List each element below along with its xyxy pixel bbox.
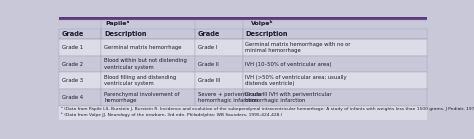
Bar: [243, 89, 427, 106]
Text: Grade 4: Grade 4: [62, 95, 83, 100]
Bar: [243, 72, 427, 89]
Bar: [195, 39, 243, 56]
Text: Grade 1: Grade 1: [62, 45, 83, 50]
Text: Volpeᵇ: Volpeᵇ: [251, 20, 273, 26]
Bar: [59, 56, 101, 72]
Bar: [59, 106, 427, 121]
Text: Grade III: Grade III: [198, 78, 220, 83]
Bar: [59, 17, 427, 20]
Bar: [195, 56, 243, 72]
Text: IVH (>50% of ventricular area; usually
distends ventricle): IVH (>50% of ventricular area; usually d…: [246, 75, 347, 86]
Text: Germinal matrix hemorrhage: Germinal matrix hemorrhage: [104, 45, 182, 50]
Text: Grade III IVH with periventricular
hemorrhagic infarction: Grade III IVH with periventricular hemor…: [246, 92, 332, 103]
Bar: [101, 89, 195, 106]
Bar: [59, 39, 101, 56]
Bar: [101, 56, 195, 72]
Text: Grade II: Grade II: [198, 62, 219, 67]
Text: Grade I: Grade I: [198, 45, 217, 50]
Text: Severe + periventricular
hemorrhagic infarction: Severe + periventricular hemorrhagic inf…: [198, 92, 263, 103]
Bar: [59, 72, 101, 89]
Text: Grade: Grade: [62, 31, 84, 37]
Text: IVH (10–50% of ventricular area): IVH (10–50% of ventricular area): [246, 62, 332, 67]
Text: ᵃ (Data from Papile LS, Burstein J, Burstein R. Incidence and evolution of the s: ᵃ (Data from Papile LS, Burstein J, Burs…: [61, 107, 474, 117]
Text: Description: Description: [246, 31, 288, 37]
Bar: [195, 89, 243, 106]
Bar: [59, 29, 427, 39]
Bar: [101, 39, 195, 56]
Text: Papileᵃ: Papileᵃ: [105, 21, 129, 26]
Bar: [59, 89, 101, 106]
Text: Grade 2: Grade 2: [62, 62, 83, 67]
Text: Grade: Grade: [198, 31, 220, 37]
Bar: [101, 29, 195, 39]
Text: Grade 3: Grade 3: [62, 78, 83, 83]
Bar: [195, 29, 243, 39]
Bar: [243, 29, 427, 39]
Bar: [101, 72, 195, 89]
Text: Blood within but not distending
ventricular system: Blood within but not distending ventricu…: [104, 58, 187, 70]
Text: Description: Description: [104, 31, 146, 37]
Text: Parenchymal involvement of
hemorrhage: Parenchymal involvement of hemorrhage: [104, 92, 180, 103]
Text: Blood filling and distending
ventricular system: Blood filling and distending ventricular…: [104, 75, 176, 86]
Bar: [243, 56, 427, 72]
Bar: [195, 72, 243, 89]
Text: Germinal matrix hemorrhage with no or
minimal hemorrhage: Germinal matrix hemorrhage with no or mi…: [246, 42, 351, 53]
Bar: [59, 20, 427, 29]
Bar: [59, 29, 101, 39]
Bar: [243, 39, 427, 56]
